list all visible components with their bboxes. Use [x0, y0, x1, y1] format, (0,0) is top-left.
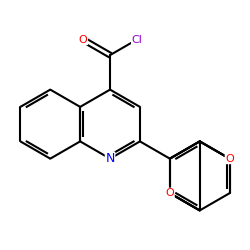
Text: O: O [225, 154, 234, 164]
Text: O: O [79, 34, 88, 44]
Text: O: O [166, 188, 174, 198]
Text: N: N [105, 152, 115, 165]
Text: Cl: Cl [132, 34, 142, 44]
